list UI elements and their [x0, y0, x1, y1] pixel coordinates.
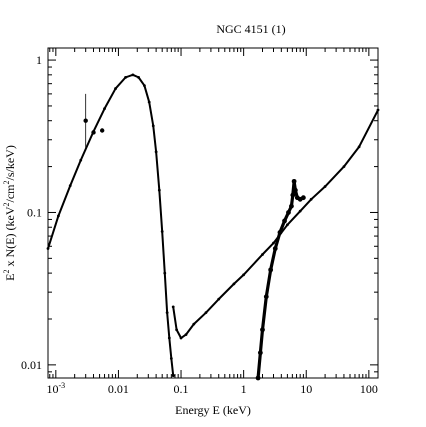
data-point: [137, 75, 141, 79]
data-point: [298, 209, 302, 213]
data-points-layer: [83, 93, 105, 151]
data-point: [171, 305, 175, 309]
x-tick-label: 10: [300, 382, 312, 396]
data-point: [261, 253, 264, 256]
data-point: [277, 230, 283, 235]
data-point: [79, 158, 83, 162]
y-axis-ticks: 0.01 0.1 1: [21, 53, 378, 373]
data-point: [157, 188, 161, 192]
data-point: [232, 282, 236, 286]
y-axis-label-tail: /s/keV): [3, 145, 17, 180]
y-axis-label-cm: /cm: [3, 184, 17, 203]
data-point: [272, 241, 275, 245]
y-axis-label-sup-2: 2: [2, 203, 11, 207]
x-tick-label: 100: [360, 382, 378, 396]
data-point: [165, 311, 169, 315]
x-tick-label-base: 10: [46, 382, 58, 396]
data-point: [272, 246, 278, 251]
data-series: [255, 178, 306, 381]
data-point: [376, 108, 380, 112]
data-point: [167, 336, 171, 340]
x-axis-label: Energy E (keV): [175, 403, 251, 417]
data-point: [292, 187, 298, 193]
data-point: [204, 311, 208, 315]
data-point: [169, 357, 173, 360]
data-point: [323, 185, 327, 188]
data-point: [131, 73, 135, 77]
data-point: [179, 336, 183, 340]
data-point: [114, 87, 117, 90]
data-point: [260, 327, 265, 333]
data-point: [154, 150, 158, 154]
data-point: [151, 124, 155, 128]
data-point: [268, 267, 274, 273]
x-tick-label-exp: -3: [58, 381, 65, 390]
x-axis-ticks: 10-3 0.01 0.1 1 10 100: [46, 48, 378, 396]
data-point: [286, 210, 291, 215]
data-series: [171, 108, 380, 340]
data-point: [171, 374, 175, 378]
plot-frame: [47, 47, 379, 379]
x-tick-label: 1: [241, 382, 247, 396]
data-point: [57, 214, 60, 218]
series-line: [172, 109, 379, 340]
y-tick-label: 0.1: [27, 205, 42, 219]
data-point: [147, 100, 151, 104]
data-point: [143, 84, 146, 87]
data-point: [192, 322, 196, 326]
data-point: [257, 350, 263, 356]
data-series: [46, 73, 175, 378]
y-axis-label-sup-3: 2: [2, 181, 11, 185]
data-point: [68, 184, 72, 188]
x-tick-label: 10-3: [46, 381, 65, 396]
series-line: [47, 73, 175, 377]
chart-title: NGC 4151 (1): [216, 22, 285, 36]
data-point: [163, 271, 167, 275]
data-point: [300, 195, 306, 201]
data-point: [242, 273, 246, 277]
data-point: [184, 333, 188, 336]
data-point: [160, 230, 164, 233]
x-tick-label: 0.01: [108, 382, 129, 396]
data-point: [263, 294, 269, 300]
data-point-marker: [99, 128, 105, 133]
series-layer: [46, 73, 380, 381]
data-point: [357, 145, 361, 149]
data-point: [103, 107, 106, 111]
data-point: [286, 223, 289, 227]
y-axis-label-lead: E: [3, 273, 17, 280]
data-point: [255, 375, 261, 381]
y-tick-label: 0.01: [21, 358, 42, 372]
data-point: [124, 75, 127, 79]
data-point-marker: [91, 130, 96, 135]
data-point-marker: [83, 118, 88, 123]
data-point: [290, 192, 296, 198]
data-point: [217, 297, 221, 301]
data-point: [291, 178, 297, 184]
data-point: [342, 165, 346, 168]
data-point: [46, 247, 50, 250]
data-point: [282, 218, 287, 224]
series-line: [256, 179, 305, 380]
y-axis-label: E2 x N(E) (keV2/cm2/s/keV): [2, 145, 17, 281]
data-point: [289, 203, 294, 209]
x-tick-label: 0.1: [174, 382, 189, 396]
data-point: [309, 197, 313, 201]
y-tick-label: 1: [36, 53, 42, 67]
data-point: [175, 328, 179, 332]
y-axis-label-sup-1: 2: [2, 269, 11, 273]
y-axis-label-mid: x N(E) (keV: [3, 206, 17, 269]
